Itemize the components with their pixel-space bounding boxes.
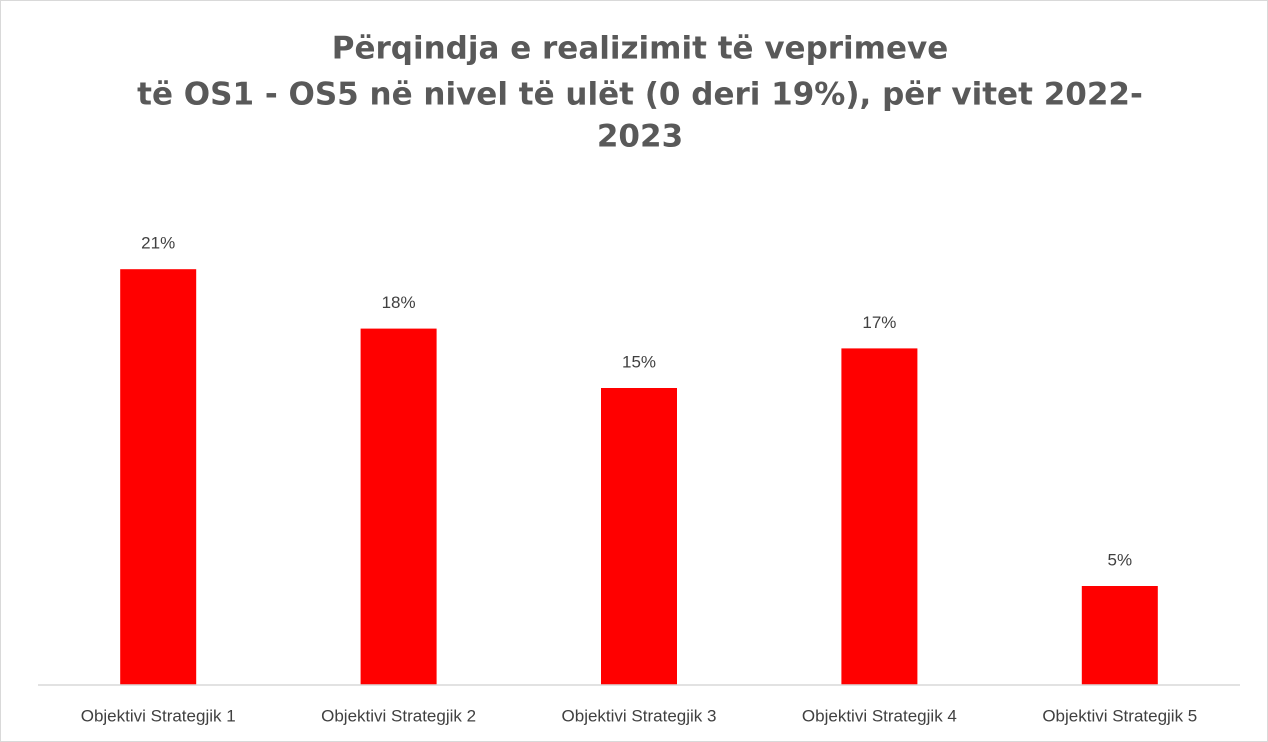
x-tick-label: Objektivi Strategjik 3 (562, 706, 717, 725)
chart-title: të OS1 - OS5 në nivel të ulët (0 deri 19… (137, 77, 1143, 113)
chart-title: 2023 (597, 119, 683, 155)
bar (841, 348, 918, 685)
data-label: 17% (862, 313, 896, 332)
bar (1081, 586, 1158, 685)
chart-title: Përqindja e realizimit të veprimeve (332, 31, 949, 67)
data-label: 21% (141, 234, 175, 253)
x-tick-label: Objektivi Strategjik 1 (81, 706, 236, 725)
x-tick-label: Objektivi Strategjik 2 (321, 706, 476, 725)
data-label: 18% (382, 293, 416, 312)
bar (360, 328, 437, 685)
bar (601, 388, 677, 685)
x-tick-label: Objektivi Strategjik 5 (1042, 706, 1197, 725)
bar (120, 269, 197, 685)
data-label: 5% (1108, 550, 1133, 569)
x-tick-label: Objektivi Strategjik 4 (802, 706, 957, 725)
data-label: 15% (622, 352, 656, 371)
